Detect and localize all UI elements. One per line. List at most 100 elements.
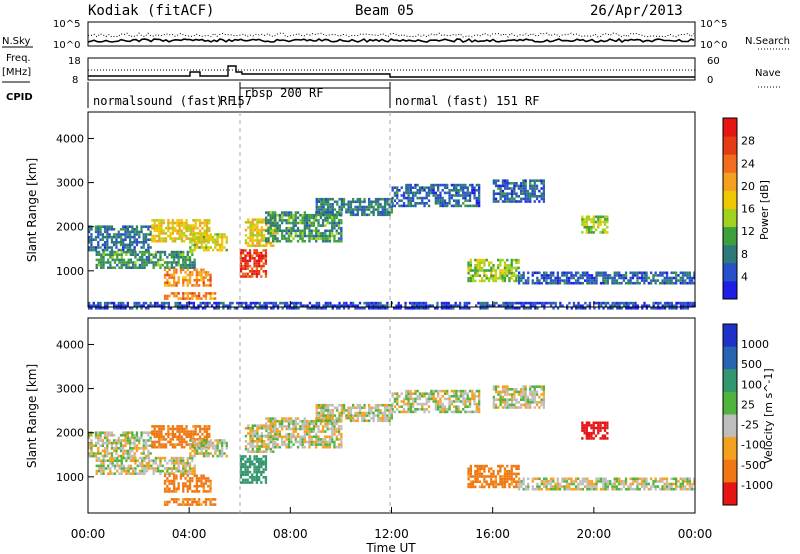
echo-cell — [315, 438, 318, 441]
echo-cell — [327, 416, 330, 420]
echo-cell — [306, 226, 309, 230]
echo-cell — [381, 403, 384, 407]
echo-cell — [510, 261, 513, 264]
echo-cell — [531, 281, 534, 285]
echo-cell — [141, 456, 144, 460]
echo-cell — [427, 410, 431, 414]
echo-cell — [200, 297, 203, 300]
echo-cell — [478, 405, 481, 408]
echo-cell — [599, 426, 602, 430]
echo-cell — [483, 485, 486, 489]
echo-cell — [331, 435, 334, 439]
echo-cell — [535, 385, 539, 388]
echo-cell — [570, 281, 573, 285]
echo-cell — [303, 417, 306, 420]
echo-cell — [239, 267, 243, 270]
echo-cell — [122, 456, 126, 460]
echo-cell — [99, 434, 102, 437]
echo-cell — [513, 406, 516, 409]
echo-cell — [335, 229, 338, 233]
echo-cell — [174, 239, 177, 243]
echo-cell — [194, 219, 197, 222]
echo-cell — [242, 249, 245, 252]
echo-cell — [599, 429, 602, 432]
echo-cell — [405, 389, 408, 393]
echo-cell — [173, 474, 176, 478]
echo-cell — [665, 281, 669, 285]
echo-cell — [244, 473, 247, 476]
echo-cell — [239, 457, 243, 461]
echo-cell — [152, 256, 155, 259]
echo-cell — [251, 432, 254, 435]
echo-cell — [448, 402, 451, 406]
echo-cell — [536, 281, 539, 285]
echo-cell — [147, 258, 151, 262]
echo-cell — [206, 301, 209, 305]
echo-cell — [529, 390, 532, 394]
echo-cell — [474, 475, 477, 478]
echo-cell — [457, 202, 460, 205]
echo-cell — [151, 239, 154, 243]
echo-cell — [487, 279, 491, 283]
echo-cell — [594, 228, 598, 232]
echo-cell — [122, 439, 125, 442]
echo-cell — [103, 449, 107, 453]
echo-cell — [173, 490, 176, 493]
echo-cell — [503, 266, 507, 270]
echo-cell — [182, 276, 185, 279]
echo-cell — [510, 192, 514, 195]
echo-cell — [167, 430, 170, 433]
echo-cell — [508, 398, 511, 401]
echo-cell — [176, 430, 179, 433]
echo-cell — [466, 400, 469, 403]
echo-cell — [533, 401, 536, 404]
echo-cell — [324, 307, 327, 310]
echo-cell — [466, 395, 469, 398]
echo-cell — [320, 200, 323, 204]
echo-cell — [92, 246, 95, 249]
echo-cell — [308, 226, 311, 230]
echo-cell — [322, 304, 325, 307]
echo-cell — [126, 441, 129, 445]
echo-cell — [340, 197, 343, 201]
echo-cell — [90, 304, 93, 307]
echo-cell — [459, 189, 463, 192]
echo-cell — [203, 425, 206, 428]
echo-cell — [593, 276, 596, 280]
echo-cell — [244, 445, 248, 448]
echo-cell — [340, 205, 343, 209]
echo-cell — [199, 229, 202, 233]
echo-cell — [597, 223, 600, 226]
echo-cell — [513, 200, 516, 203]
echo-cell — [542, 388, 545, 391]
echo-cell — [258, 424, 261, 427]
echo-cell — [211, 238, 215, 241]
echo-cell — [122, 250, 126, 254]
echo-cell — [450, 389, 453, 393]
echo-cell — [198, 292, 201, 295]
echo-cell — [246, 254, 249, 257]
echo-cell — [151, 425, 154, 428]
echo-cell — [182, 484, 185, 488]
echo-cell — [425, 408, 428, 411]
echo-cell — [645, 274, 648, 277]
echo-cell — [271, 219, 275, 222]
echo-cell — [186, 490, 189, 493]
echo-cell — [588, 276, 591, 280]
echo-cell — [188, 487, 192, 491]
echo-cell — [643, 276, 646, 280]
echo-cell — [398, 410, 401, 414]
echo-cell — [675, 307, 678, 310]
echo-cell — [198, 278, 201, 282]
echo-cell — [370, 210, 373, 214]
echo-cell — [613, 304, 617, 307]
echo-cell — [370, 416, 373, 420]
echo-cell — [141, 258, 144, 262]
echo-cell — [652, 304, 655, 307]
echo-cell — [147, 434, 150, 437]
echo-cell — [606, 231, 609, 234]
echo-cell — [209, 294, 212, 298]
echo-cell — [202, 452, 206, 455]
echo-cell — [627, 281, 630, 285]
echo-cell — [306, 440, 309, 444]
